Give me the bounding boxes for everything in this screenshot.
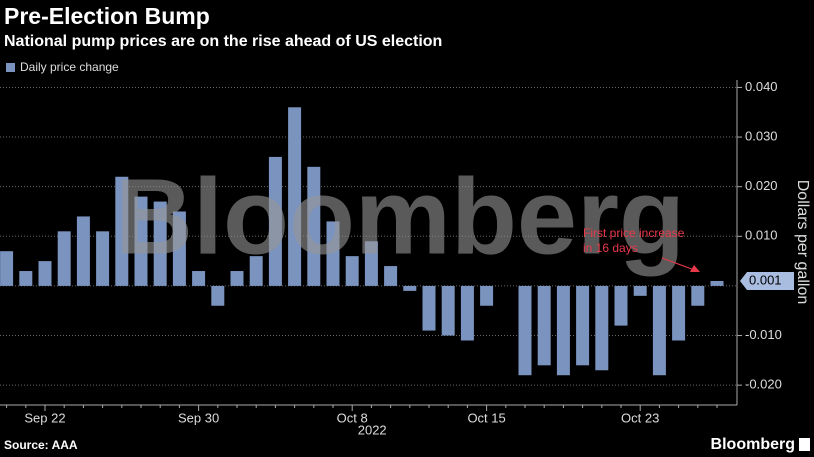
x-tick-label: Sep 22 [24,410,65,425]
bar [441,285,455,336]
bar [76,216,90,286]
legend-label: Daily price change [20,60,119,74]
y-axis-label: Dollars per gallon [794,180,811,305]
bar [192,271,206,286]
bar [652,285,666,376]
watermark: Bloomberg [115,156,685,277]
bar [0,251,14,286]
legend-swatch [6,63,15,72]
bar [576,285,590,366]
bar [230,271,244,286]
brand-icon [799,438,810,451]
y-tick-label: 0.030 [745,128,778,143]
bar [364,241,378,286]
y-tick-label: 0.010 [745,228,778,243]
source: Source: AAA [4,438,78,452]
y-tick-label: -0.010 [745,327,782,342]
bar [422,285,436,331]
y-tick-label: 0.040 [745,79,778,94]
bar [556,285,570,376]
x-tick-label: Oct 8 [337,410,368,425]
chart-subtitle: National pump prices are on the rise ahe… [4,33,442,50]
bar [172,211,186,286]
x-tick-label: Sep 30 [178,410,219,425]
bar [115,176,129,286]
bar [672,285,686,341]
bar [249,256,263,286]
bar [595,285,609,371]
bar [19,271,33,286]
bar [288,107,302,286]
bar [518,285,532,376]
brand: Bloomberg [711,436,795,453]
bar [38,261,52,286]
bar [403,285,417,291]
annotation: First price increase [583,226,685,240]
value-label: 0.001 [749,272,782,287]
y-tick-label: -0.020 [745,377,782,392]
bar [96,231,110,286]
bar [710,280,724,286]
bar [326,221,340,286]
bar [153,201,167,286]
annotation: in 16 days [583,241,638,255]
annotation-arrowhead [690,265,700,272]
chart-title: Pre-Election Bump [4,3,210,29]
bar [268,156,282,286]
bar [480,285,494,306]
bar [614,285,628,326]
y-tick-label: 0.020 [745,178,778,193]
x-tick-label: Oct 23 [621,410,659,425]
bar [384,266,398,286]
bar [211,285,225,306]
bar [134,196,148,286]
bar [633,285,647,296]
bar [537,285,551,366]
bar [307,166,321,286]
bar [691,285,705,306]
bar [345,256,359,286]
year-label: 2022 [358,422,387,437]
annotation-arrow [661,257,698,272]
bar [460,285,474,341]
value-callout [740,271,794,290]
bar [57,231,71,286]
x-tick-label: Oct 15 [467,410,505,425]
